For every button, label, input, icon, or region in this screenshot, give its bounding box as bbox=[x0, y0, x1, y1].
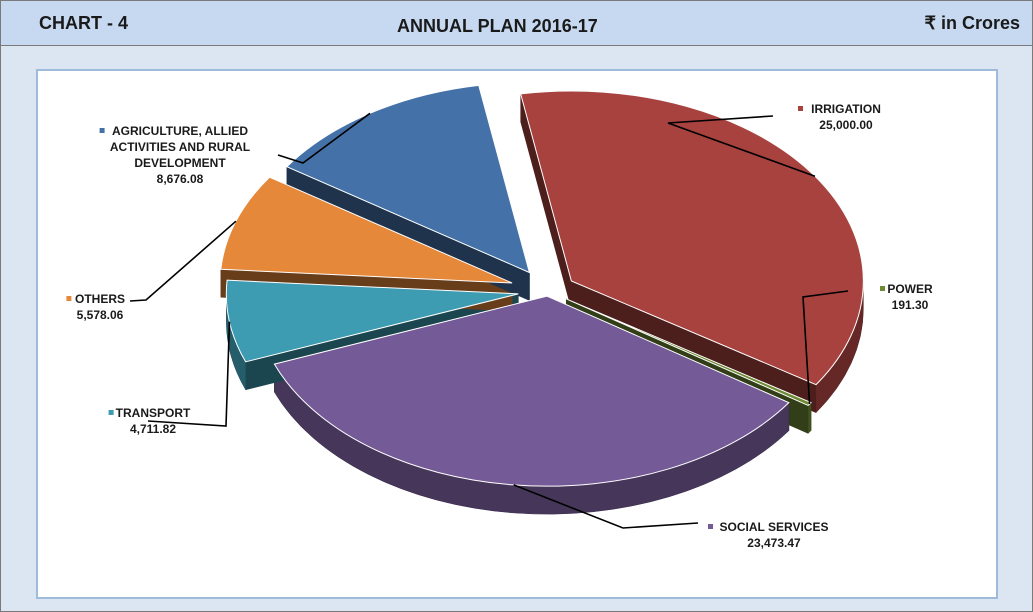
pie-slice-others bbox=[220, 176, 513, 284]
legend-marker bbox=[99, 128, 105, 133]
legend-marker bbox=[66, 296, 72, 301]
slice-label: POWER bbox=[887, 282, 933, 296]
leader-line bbox=[513, 484, 699, 529]
legend-marker bbox=[880, 286, 885, 291]
pie-chart: IRRIGATION 25,000.00 POWER 191.30 SOCIAL SER… bbox=[66, 84, 933, 550]
slice-label: IRRIGATION bbox=[811, 102, 881, 116]
units-label: ₹ in Crores bbox=[924, 13, 1020, 33]
legend-marker bbox=[798, 106, 803, 111]
leader-line bbox=[129, 220, 237, 302]
leader-line bbox=[277, 112, 371, 164]
legend-marker bbox=[108, 410, 114, 415]
pie-slice-social-services bbox=[273, 295, 790, 487]
slice-value-label: 8,676.08 bbox=[157, 172, 204, 186]
leader-line bbox=[667, 115, 816, 177]
slice-label: ACTIVITIES AND RURAL bbox=[110, 140, 250, 154]
pie-top-layer bbox=[220, 84, 864, 487]
pie-slice-rim bbox=[807, 401, 812, 435]
slice-label: DEVELOPMENT bbox=[134, 156, 226, 170]
slice-value-label: 191.30 bbox=[892, 298, 929, 312]
pie-slice-agriculture-allied-activities-and-rural-development bbox=[285, 84, 531, 274]
chart-area: IRRIGATION 25,000.00 POWER 191.30 SOCIAL SER… bbox=[36, 69, 998, 599]
slice-value-label: 23,473.47 bbox=[747, 536, 801, 550]
chart-number-label: CHART - 4 bbox=[39, 13, 128, 33]
slice-value-label: 25,000.00 bbox=[819, 118, 873, 132]
slice-label: AGRICULTURE, ALLIED bbox=[112, 124, 248, 138]
pie-slice-transport bbox=[225, 279, 519, 363]
slice-value-label: 5,578.06 bbox=[77, 308, 124, 322]
slice-label: TRANSPORT bbox=[116, 406, 191, 420]
leader-line bbox=[802, 290, 849, 405]
pie-slice-power bbox=[566, 298, 812, 407]
legend-marker bbox=[708, 524, 713, 529]
slice-value-label: 4,711.82 bbox=[130, 422, 176, 436]
chart-title: ANNUAL PLAN 2016-17 bbox=[397, 16, 598, 36]
slice-label: OTHERS bbox=[75, 292, 125, 306]
pie-label-layer: IRRIGATION 25,000.00 POWER 191.30 SOCIAL SER… bbox=[66, 102, 933, 550]
slice-label: SOCIAL SERVICES bbox=[720, 520, 829, 534]
leader-line bbox=[147, 321, 231, 427]
header-bar: CHART - 4 ANNUAL PLAN 2016-17 ₹ in Crore… bbox=[1, 1, 1032, 46]
